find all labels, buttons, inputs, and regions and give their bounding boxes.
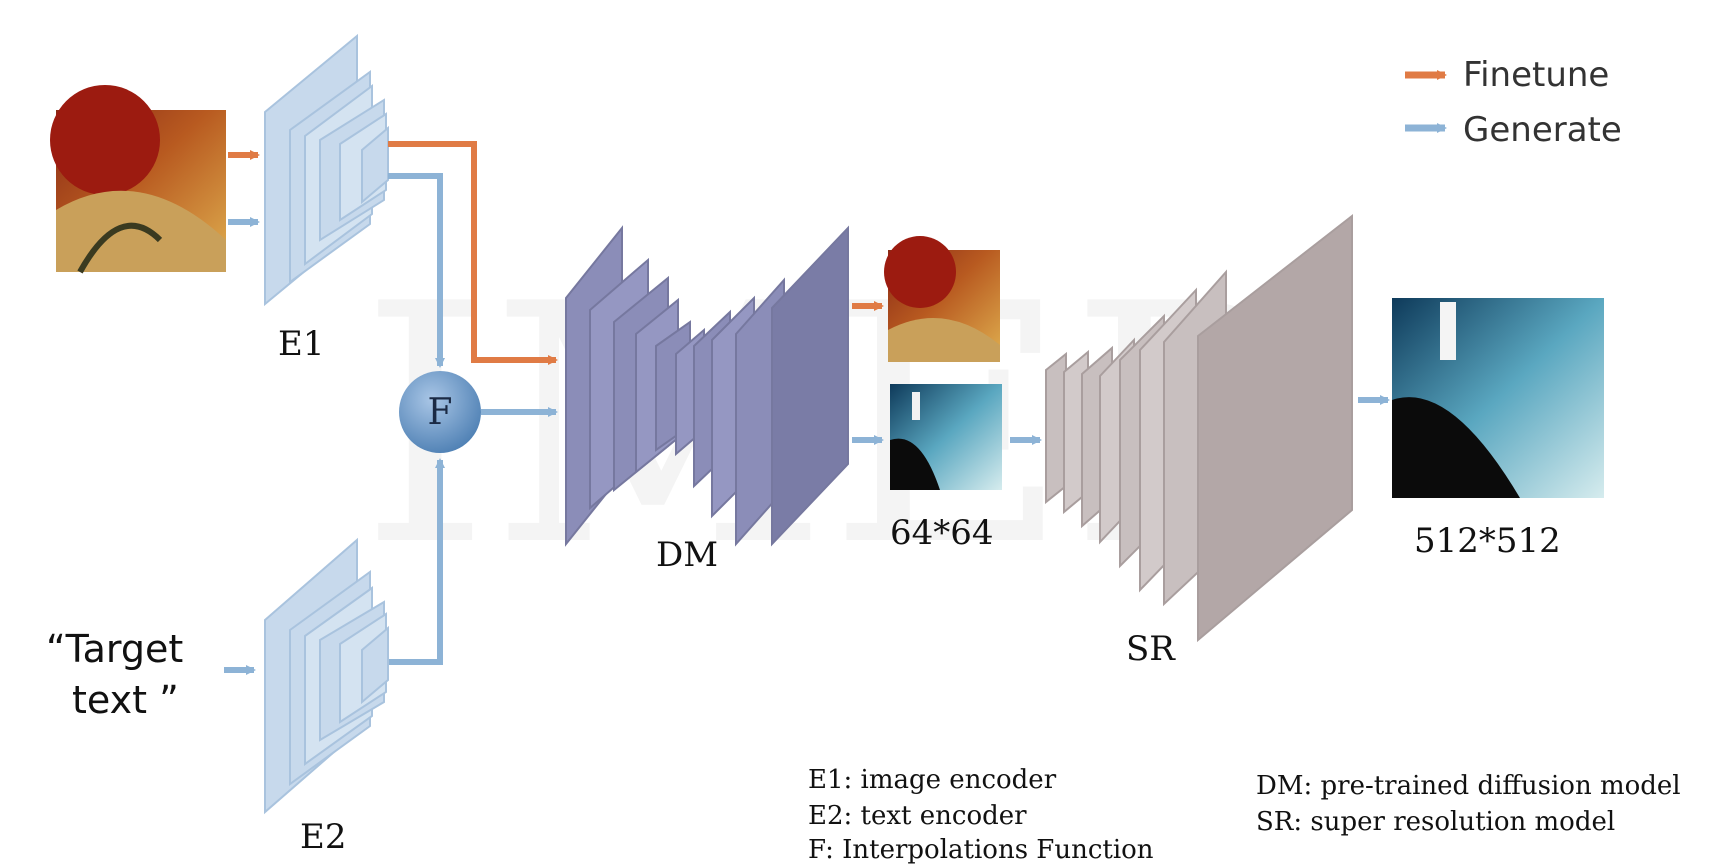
note-f: F: Interpolations Function (808, 835, 1154, 864)
encoder-e2 (264, 537, 389, 815)
output-image-finetune-64 (884, 236, 1000, 362)
legend-finetune-label: Finetune (1463, 55, 1609, 95)
e2-label: E2 (300, 817, 346, 857)
large-size-label: 512*512 (1414, 521, 1561, 561)
input-image (50, 85, 226, 274)
encoder-e1 (264, 33, 389, 307)
target-text-line1: “Target (46, 627, 183, 671)
legend: Finetune Generate (1405, 55, 1622, 150)
fusion-label: F (428, 392, 453, 433)
fusion-node: F (399, 371, 481, 453)
arrow-e1-to-dm-finetune (388, 141, 558, 365)
target-text-line2: text ” (72, 678, 179, 722)
output-image-512 (1392, 298, 1604, 498)
output-image-generate-64 (890, 384, 1002, 490)
e1-label: E1 (278, 324, 324, 364)
note-dm: DM: pre-trained diffusion model (1256, 771, 1681, 801)
note-sr: SR: super resolution model (1256, 807, 1615, 837)
note-e1: E1: image encoder (808, 765, 1057, 795)
diffusion-model-block (565, 225, 849, 547)
arrow-e1-to-fusion (388, 173, 445, 368)
arrow-e2-to-fusion (386, 458, 445, 665)
notes-left: E1: image encoder E2: text encoder F: In… (808, 765, 1154, 864)
dm-label: DM (656, 535, 718, 575)
legend-generate-label: Generate (1463, 110, 1622, 150)
small-size-label: 64*64 (890, 513, 994, 553)
super-resolution-block (1045, 213, 1353, 643)
sr-label: SR (1126, 629, 1176, 669)
note-e2: E2: text encoder (808, 801, 1027, 831)
notes-right: DM: pre-trained diffusion model SR: supe… (1256, 771, 1681, 837)
